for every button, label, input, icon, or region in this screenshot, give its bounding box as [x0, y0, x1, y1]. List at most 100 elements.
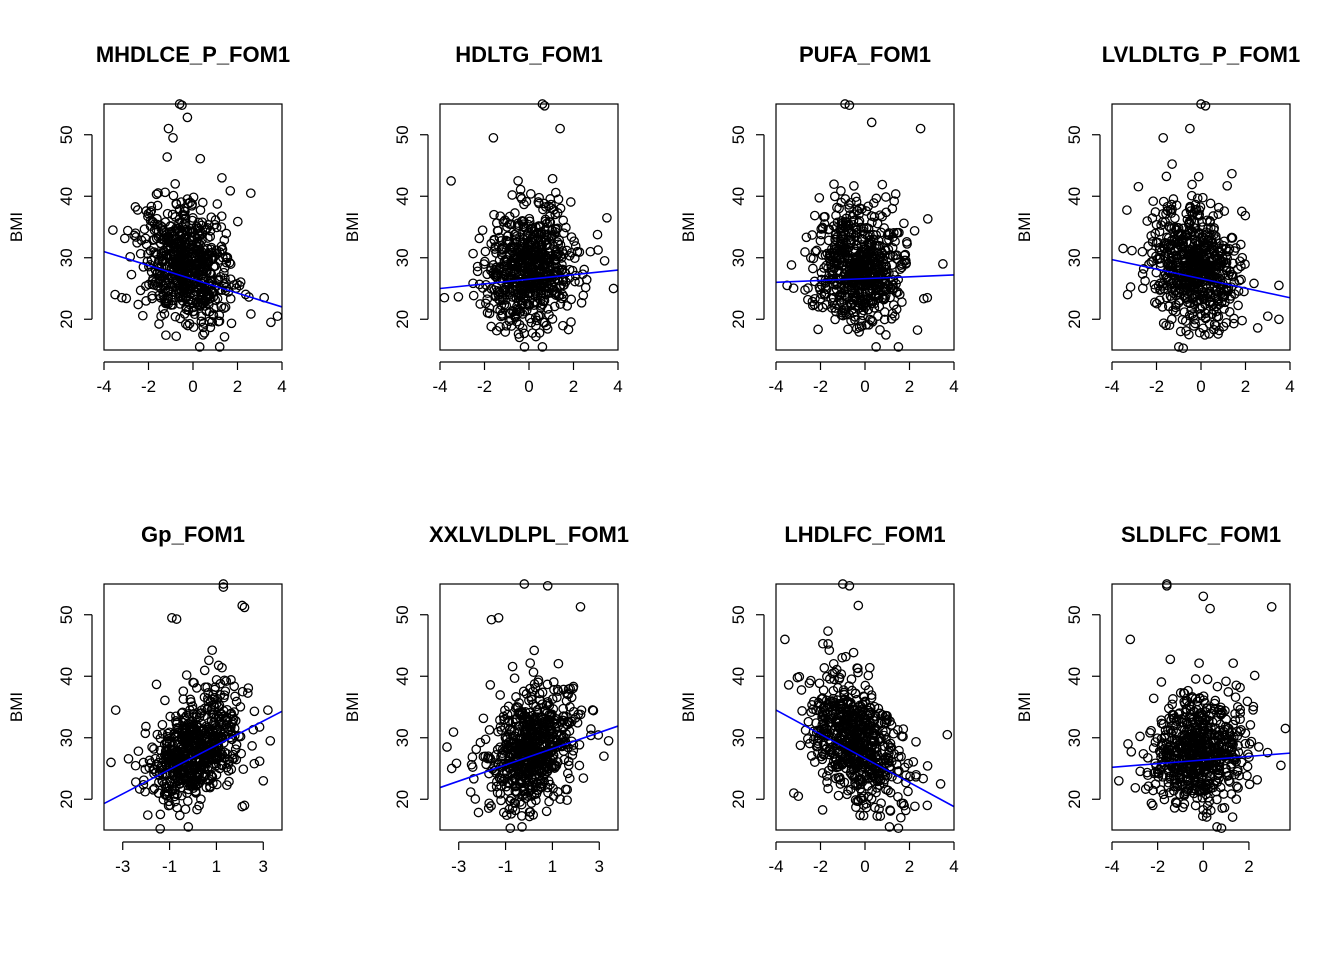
data-point	[1173, 262, 1184, 273]
data-point	[220, 273, 230, 284]
data-point	[491, 781, 502, 792]
y-tick-label: 40	[393, 667, 412, 686]
data-point	[486, 801, 496, 811]
data-point	[446, 763, 457, 774]
data-point	[1165, 244, 1176, 254]
data-point	[192, 744, 203, 755]
data-point	[854, 216, 865, 226]
data-point	[526, 780, 537, 791]
data-point	[173, 731, 183, 742]
data-point	[825, 746, 835, 756]
data-point	[563, 684, 574, 694]
data-point	[485, 753, 496, 764]
data-point	[1178, 343, 1189, 354]
data-point	[909, 225, 920, 236]
data-point	[502, 289, 512, 300]
data-point	[468, 290, 479, 301]
data-point	[1218, 269, 1228, 279]
x-tick-label: -4	[432, 377, 447, 396]
data-point	[866, 793, 877, 804]
data-point	[161, 330, 171, 341]
data-point	[1211, 306, 1222, 317]
data-point	[208, 689, 218, 700]
data-point	[535, 253, 546, 263]
data-point	[817, 708, 828, 718]
data-point	[553, 658, 564, 669]
data-point	[510, 805, 521, 816]
x-tick-label: -4	[96, 377, 111, 396]
x-tick-label: 2	[569, 377, 578, 396]
data-point	[238, 764, 249, 775]
data-point	[179, 247, 190, 258]
data-point	[193, 238, 204, 249]
data-point	[1164, 222, 1175, 233]
data-point	[874, 804, 884, 814]
data-point	[495, 742, 505, 753]
data-point	[550, 722, 561, 733]
data-point	[823, 639, 833, 649]
data-point	[157, 728, 168, 739]
data-point	[1194, 209, 1205, 220]
data-point	[831, 762, 842, 773]
data-point	[534, 192, 544, 203]
data-point	[504, 308, 515, 319]
data-point	[222, 780, 232, 791]
data-point	[869, 302, 880, 313]
data-point	[858, 305, 869, 316]
y-tick-label: 50	[1065, 125, 1084, 144]
data-point	[164, 781, 175, 792]
data-point	[152, 200, 163, 211]
data-point	[837, 260, 848, 270]
data-point	[844, 309, 854, 320]
x-tick-label: -1	[162, 857, 177, 876]
data-point	[193, 217, 204, 228]
data-point	[139, 224, 150, 235]
data-point	[151, 189, 162, 200]
data-point	[171, 614, 182, 624]
data-point	[873, 311, 883, 321]
data-point	[1158, 318, 1169, 329]
data-point	[480, 246, 491, 257]
data-point	[192, 763, 203, 773]
data-point	[515, 738, 525, 749]
data-point	[1217, 803, 1228, 814]
data-point	[200, 301, 210, 311]
data-point	[1144, 259, 1154, 270]
data-point	[178, 264, 189, 275]
plot-frame	[439, 583, 619, 831]
data-point	[187, 701, 198, 712]
data-point	[195, 153, 206, 164]
data-point	[502, 744, 512, 755]
data-point	[864, 702, 875, 713]
data-point	[574, 739, 585, 750]
data-point	[850, 192, 861, 203]
data-point	[838, 698, 849, 709]
data-point	[888, 728, 899, 739]
data-point	[164, 257, 175, 267]
data-point	[202, 289, 212, 300]
data-point	[518, 293, 529, 303]
data-point	[578, 773, 589, 783]
data-point	[899, 218, 909, 229]
data-point	[550, 187, 561, 198]
data-point	[539, 225, 550, 235]
data-point	[816, 751, 827, 762]
data-point	[162, 783, 172, 794]
data-point	[535, 779, 546, 789]
data-point	[522, 767, 533, 778]
data-point	[830, 303, 840, 313]
data-point	[219, 747, 230, 758]
points-group	[1113, 579, 1291, 834]
data-point	[518, 686, 529, 697]
data-point	[858, 281, 869, 292]
data-point	[1118, 243, 1128, 254]
data-point	[872, 724, 882, 735]
data-point	[188, 737, 199, 748]
data-point	[239, 602, 250, 613]
data-point	[838, 729, 849, 740]
data-point	[540, 724, 551, 734]
x-tick-label: 4	[949, 377, 958, 396]
data-point	[852, 663, 862, 673]
